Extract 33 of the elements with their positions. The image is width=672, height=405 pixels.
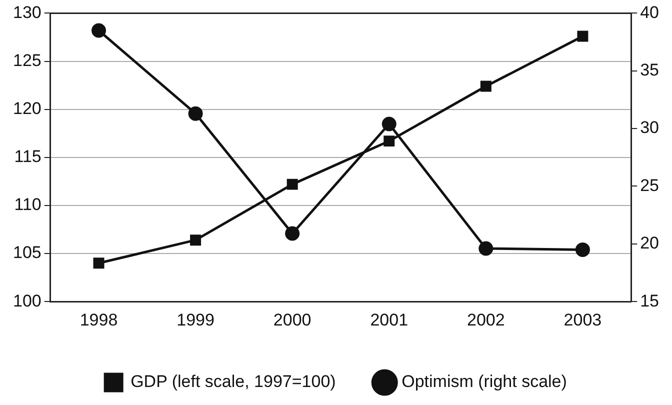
- x-tick-label: 2002: [466, 310, 505, 330]
- x-tick-label: 2003: [564, 310, 602, 330]
- point: [382, 116, 396, 132]
- y-tick-label: 100: [12, 291, 42, 310]
- point: [384, 136, 395, 147]
- x-tick-label: 1998: [80, 310, 118, 330]
- point: [188, 106, 203, 121]
- point: [478, 241, 494, 256]
- y2-tick-label: 15: [640, 291, 660, 310]
- y2-tick-label: 40: [640, 2, 660, 22]
- y2-tick-label: 25: [640, 176, 660, 195]
- y2-tick-label: 20: [640, 234, 660, 253]
- x-tick-label: 1999: [176, 310, 214, 330]
- y2-tick-label: 30: [640, 118, 660, 138]
- point: [286, 178, 298, 190]
- point: [93, 258, 104, 269]
- point: [190, 234, 202, 246]
- y-tick-label: 110: [14, 195, 42, 214]
- y2-tick-label: 35: [640, 60, 660, 80]
- point: [480, 80, 492, 92]
- x-tick-label: 2001: [370, 310, 408, 330]
- legend-label: Optimism (right scale): [402, 372, 567, 392]
- point: [575, 242, 590, 257]
- y-tick-label: 105: [12, 243, 42, 262]
- y-tick-label: 120: [12, 99, 42, 118]
- point: [285, 226, 300, 241]
- point: [92, 23, 106, 38]
- point: [577, 30, 588, 42]
- legend-label: GDP (left scale, 1997=100): [130, 372, 336, 392]
- y-tick-label: 130: [12, 2, 42, 22]
- y-tick-label: 125: [12, 50, 42, 70]
- x-tick-label: 2000: [273, 310, 312, 330]
- y-tick-label: 115: [14, 147, 42, 166]
